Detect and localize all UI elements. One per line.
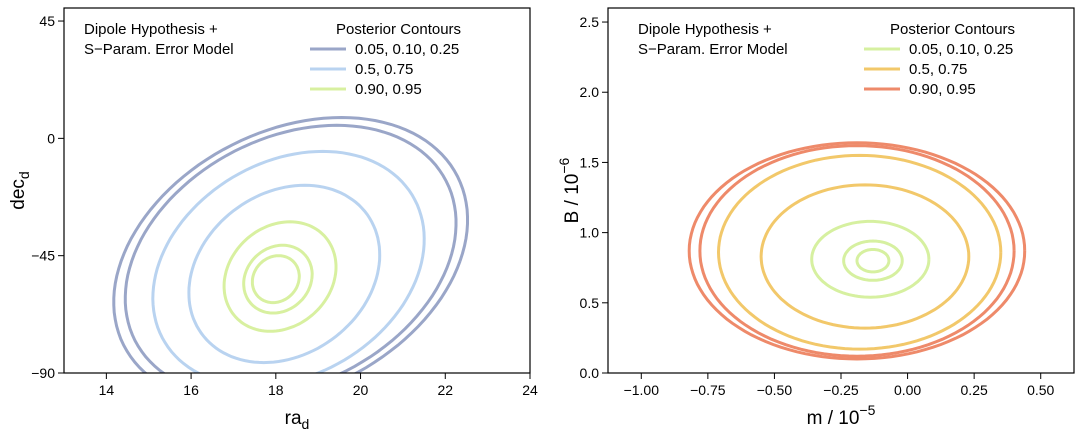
x-tick-label: −0.25 <box>823 382 859 398</box>
contour-group <box>687 141 1027 361</box>
y-tick-label: 1.0 <box>580 225 600 241</box>
legend-title: Posterior Contours <box>890 21 1015 38</box>
y-tick-label: 2.0 <box>580 84 600 100</box>
x-tick-label: 24 <box>522 382 538 398</box>
legend-entry: 0.05, 0.10, 0.25 <box>355 41 459 58</box>
y-tick-label: −45 <box>31 248 55 264</box>
contour-group <box>112 115 469 373</box>
x-tick-label: 20 <box>353 382 369 398</box>
y-tick-label: −90 <box>31 365 55 381</box>
annotation-text: S−Param. Error Model <box>638 41 788 58</box>
y-tick-label: 0 <box>47 130 55 146</box>
legend-entry: 0.90, 0.95 <box>909 81 976 98</box>
legend-title: Posterior Contours <box>336 21 461 38</box>
contour-level-0_9 <box>123 123 458 373</box>
annotation-text: S−Param. Error Model <box>84 41 234 58</box>
legend-entry: 0.5, 0.75 <box>355 61 413 78</box>
x-tick-label: −0.50 <box>757 382 793 398</box>
contour-level-0_05 <box>250 254 301 305</box>
x-tick-label: 0.00 <box>894 382 921 398</box>
plot-frame <box>63 7 531 374</box>
x-tick-label: 18 <box>268 382 284 398</box>
contour-level-0_95 <box>112 115 469 373</box>
contour-level-0_05 <box>855 248 891 274</box>
y-tick-label: 0.0 <box>580 365 600 381</box>
legend-entry: 0.05, 0.10, 0.25 <box>909 41 1013 58</box>
x-tick-label: −0.75 <box>690 382 726 398</box>
chart-panel-2: −1.00 −0.75 −0.50 −0.25 0.00 0.25 0.50 0.0 0.5 1.… <box>556 7 1075 429</box>
plot-frame <box>607 7 1075 374</box>
x-axis-label: rad <box>285 408 310 432</box>
contour-level-0_95 <box>687 141 1027 361</box>
legend-entry: 0.90, 0.95 <box>355 81 422 98</box>
contour-level-0_75 <box>151 149 426 373</box>
contour-level-0_5 <box>759 183 971 330</box>
x-tick-label: 14 <box>99 382 115 398</box>
annotation-text: Dipole Hypothesis + <box>84 21 218 38</box>
contour-level-0_1 <box>242 243 314 315</box>
chart-panel-1: 14 16 18 20 22 24 −90 −45 0 45 rad decd Dipole Hypot… <box>8 7 538 432</box>
y-tick-label: 45 <box>39 13 55 29</box>
x-tick-label: 16 <box>183 382 199 398</box>
contour-level-0_75 <box>716 153 1003 351</box>
y-tick-label: 1.5 <box>580 154 600 170</box>
y-axis-label: B / 10−6 <box>556 157 583 223</box>
contour-level-0_1 <box>842 239 904 282</box>
annotation-text: Dipole Hypothesis + <box>638 21 772 38</box>
x-tick-label: 22 <box>437 382 453 398</box>
contour-level-0_9 <box>698 144 1016 358</box>
contour-level-0_25 <box>810 219 931 299</box>
y-axis-label: decd <box>8 171 32 209</box>
x-tick-label: 0.25 <box>961 382 988 398</box>
y-tick-label: 0.5 <box>580 295 600 311</box>
contour-level-0_25 <box>222 220 338 333</box>
x-axis-label: m / 10−5 <box>807 402 876 429</box>
y-tick-label: 2.5 <box>580 14 600 30</box>
x-tick-label: 0.50 <box>1027 382 1054 398</box>
contour-level-0_5 <box>187 183 382 365</box>
legend-entry: 0.5, 0.75 <box>909 61 967 78</box>
x-tick-label: −1.00 <box>624 382 660 398</box>
